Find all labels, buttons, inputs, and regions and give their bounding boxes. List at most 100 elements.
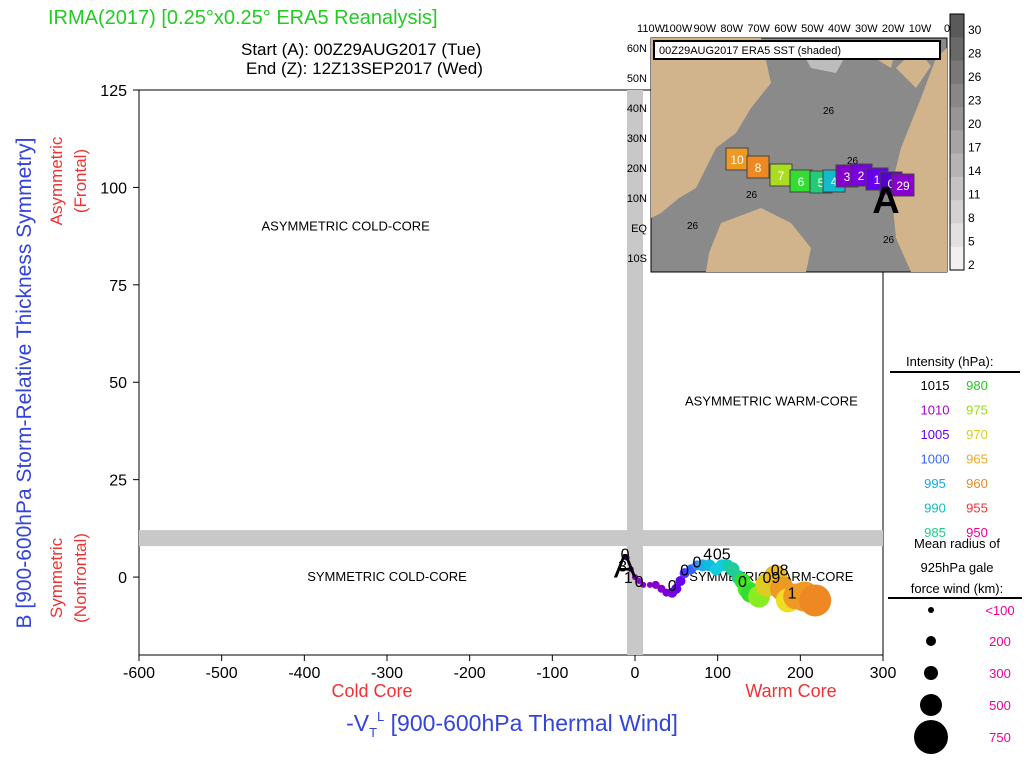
inset-track-label: 1 (874, 173, 881, 187)
intensity-legend-entry: 960 (966, 476, 988, 491)
radius-legend-title-2: 925hPa gale (920, 560, 993, 575)
intensity-legend-entry: 970 (966, 427, 988, 442)
radius-legend-label: 750 (989, 730, 1011, 745)
colorbar-frame (949, 13, 965, 271)
inset-lat-tick-label: 20N (627, 163, 647, 175)
inset-track-label: 4 (831, 175, 838, 189)
inset-track-box (891, 173, 915, 197)
x-note-cold-core: Cold Core (331, 681, 412, 701)
colorbar-segment (950, 176, 964, 202)
intensity-legend-entry: 1015 (921, 378, 950, 393)
intensity-legend-entry: 965 (966, 452, 988, 467)
track-point-label: 0 (680, 562, 689, 579)
x-tick-label: 100 (704, 665, 731, 682)
y-tick-label: 50 (109, 375, 127, 392)
intensity-legend-entry: 1005 (921, 427, 950, 442)
inset-lon-tick-label: 0 (944, 23, 950, 35)
track-point (675, 575, 686, 586)
inset-track-label: 7 (778, 169, 785, 183)
inset-lon-tick-label: 30W (855, 23, 878, 35)
intensity-legend-entry: 980 (966, 378, 988, 393)
intensity-legend-entry: 950 (966, 525, 988, 540)
y-tick-label: 0 (118, 570, 127, 587)
sst-contour-label: 26 (687, 221, 699, 232)
inset-lat-tick-label: EQ (631, 223, 647, 235)
inset-lat-tick-label: 10N (627, 193, 647, 205)
quadrant-label-bottom-left: SYMMETRIC COLD-CORE (307, 569, 467, 584)
colorbar-segment (950, 246, 964, 271)
intensity-legend-entry: 995 (924, 476, 946, 491)
track-point-label: 3 (618, 558, 627, 575)
track-point-label: 0 (738, 574, 747, 591)
colorbar-segment (950, 223, 964, 248)
track-point (627, 566, 634, 573)
end-time: End (Z): 12Z13SEP2017 (Wed) (246, 59, 483, 78)
inset-track-label: 5 (818, 176, 825, 190)
chart-title: IRMA(2017) [0.25°x0.25° ERA5 Reanalysis] (48, 7, 438, 29)
track-point-label: 0 (668, 578, 677, 595)
quadrant-label-top-left: ASYMMETRIC COLD-CORE (262, 218, 431, 233)
colorbar-segment (950, 83, 964, 109)
track-point-label: 0 (621, 547, 630, 564)
inset-title: 00Z29AUG2017 ERA5 SST (shaded) (659, 45, 841, 57)
y-note-symmetric: Symmetric (47, 537, 66, 618)
colorbar-segment (950, 60, 964, 85)
vertical-zero-band (627, 90, 643, 655)
intensity-legend-entry: 1000 (921, 452, 950, 467)
x-tick-label: -500 (206, 665, 238, 682)
track-point (799, 584, 832, 617)
x-axis-label: -VTL [900-600hPa Thermal Wind] (346, 709, 678, 740)
track-point-label: 0 (635, 574, 644, 591)
track-point-label: 05 (713, 547, 731, 564)
intensity-legend-title: Intensity (hPa): (906, 354, 993, 369)
x-axis-label-rest: [900-600hPa Thermal Wind] (384, 710, 678, 736)
inset-lon-tick-label: 50W (801, 23, 824, 35)
y-axis-label: B [900-600hPa Storm-Relative Thickness S… (13, 138, 36, 629)
track-point (651, 580, 660, 589)
x-axis-label-sub: T (369, 725, 377, 740)
y-tick-label: 125 (100, 83, 127, 100)
colorbar-tick-label: 11 (968, 188, 981, 202)
x-tick-label: -200 (454, 665, 486, 682)
colorbar-tick-label: 17 (968, 141, 982, 155)
track-point (632, 574, 638, 581)
y-tick-label: 100 (100, 180, 127, 197)
colorbar-tick-label: 28 (968, 47, 982, 61)
intensity-legend-entry: 975 (966, 403, 988, 418)
track-point (646, 581, 653, 588)
africa-europe-land (891, 48, 947, 272)
horizontal-threshold-band (139, 530, 883, 547)
x-tick-label: 200 (787, 665, 814, 682)
radius-legend-label: 300 (989, 666, 1011, 681)
colorbar-segment (950, 153, 964, 178)
inset-track-label: 0 (888, 177, 895, 191)
south-america-land (706, 208, 811, 272)
inset-lon-tick-label: 20W (882, 23, 905, 35)
x-tick-label: -400 (288, 665, 320, 682)
inset-lon-tick-label: 90W (694, 23, 717, 35)
track-point-label: 1 (788, 586, 797, 603)
x-note-warm-core: Warm Core (745, 681, 836, 701)
y-note-frontal: (Frontal) (71, 149, 90, 213)
inset-track-label: 6 (798, 175, 805, 189)
inset-lat-tick-label: 60N (627, 43, 647, 55)
inset-track-label: 10 (730, 153, 744, 167)
inset-lon-tick-label: 110W (637, 23, 666, 35)
legend: Intensity (hPa): 1015 980 1010 975 1005 970 100… (888, 354, 1022, 754)
inset-track-box (746, 155, 770, 179)
inset-lon-tick-label: 60W (774, 23, 797, 35)
north-america-land (651, 38, 771, 218)
colorbar-segment (950, 107, 964, 132)
track-point-label: 4 (703, 547, 712, 564)
intensity-legend-entry: 955 (966, 501, 988, 516)
colorbar-tick-label: 30 (968, 23, 982, 37)
track-point (636, 577, 643, 584)
y-note-nonfrontal: (Nonfrontal) (71, 533, 90, 623)
x-tick-label: -100 (536, 665, 568, 682)
inset-lon-tick-label: 70W (747, 23, 770, 35)
colorbar-tick-label: 20 (968, 117, 982, 131)
radius-legend-title-3: force wind (km): (911, 581, 1003, 596)
intensity-legend-entry: 990 (924, 501, 946, 516)
